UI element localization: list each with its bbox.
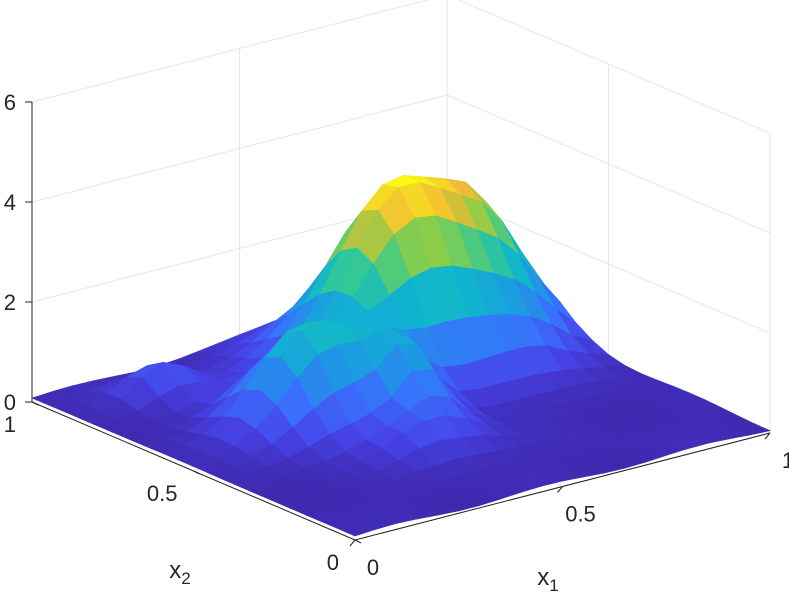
x2-tick-label: 0 (327, 550, 339, 575)
x2-tick-mark (193, 470, 200, 475)
x1-tick-label: 0 (367, 555, 379, 580)
axes-lines (25, 101, 771, 547)
x1-tick-label: 1 (782, 448, 789, 473)
grid-line (457, 0, 771, 134)
x2-tick-mark (354, 539, 362, 544)
x1-tick-mark (349, 539, 356, 547)
x2-tick-label: 0.5 (147, 481, 178, 506)
x1-axis-label: x1 (537, 564, 558, 594)
surface-mesh (31, 175, 771, 537)
z-tick-label: 2 (4, 290, 16, 315)
x2-tick-label: 1 (4, 412, 16, 437)
surface-facet (338, 522, 377, 537)
z-tick-label: 6 (4, 90, 16, 115)
x2-axis-label: x2 (169, 557, 190, 588)
x1-tick-mark (764, 432, 771, 440)
x2-tick-mark (31, 401, 39, 406)
grid-line (446, 194, 771, 334)
z-tick-label: 4 (4, 190, 16, 215)
x1-tick-mark (557, 486, 563, 493)
z-tick-label: 0 (4, 390, 16, 415)
grid-line (446, 94, 771, 234)
x1-tick-label: 0.5 (565, 502, 596, 527)
grid-line (31, 0, 430, 103)
grid-line (31, 94, 448, 203)
